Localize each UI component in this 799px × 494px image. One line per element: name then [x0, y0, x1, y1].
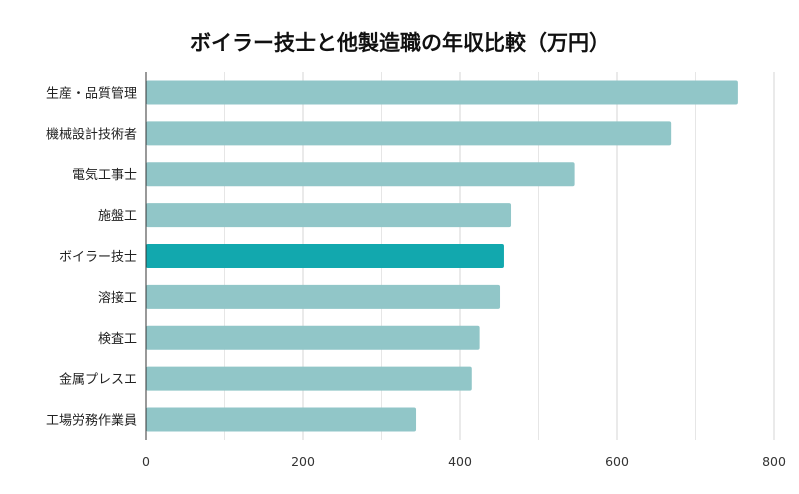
category-label: 溶接工	[98, 290, 137, 306]
bar	[146, 121, 672, 146]
x-tick-labels: 0 200 400 600 800	[142, 454, 786, 469]
bar	[146, 325, 480, 350]
category-label: 施盤工	[98, 209, 137, 224]
x-tick-label: 800	[762, 454, 786, 469]
chart-title: ボイラー技士と他製造職の年収比較（万円）	[190, 31, 610, 55]
x-tick-label: 200	[291, 454, 315, 469]
bar	[146, 162, 575, 187]
x-tick-label: 600	[605, 454, 629, 469]
category-label: 検査工	[98, 332, 137, 347]
bar	[146, 244, 504, 268]
category-label: ボイラー技士	[59, 250, 137, 265]
bars	[146, 80, 738, 432]
x-tick-label: 0	[142, 454, 150, 469]
bar	[146, 80, 738, 105]
bar	[146, 284, 501, 309]
x-tick-label: 400	[448, 454, 472, 469]
category-label: 金属プレスエ	[59, 372, 137, 388]
category-label: 機械設計技術者	[46, 126, 137, 142]
category-label: 電気工事士	[72, 167, 137, 183]
category-label: 生産・品質管理	[46, 85, 137, 101]
category-labels: 生産・品質管理機械設計技術者電気工事士施盤工ボイラー技士溶接工検査工金属プレスエ…	[46, 85, 137, 428]
bar	[146, 203, 512, 228]
bar	[146, 366, 472, 391]
category-label: 工場労務作業員	[46, 413, 137, 429]
bar	[146, 407, 417, 432]
